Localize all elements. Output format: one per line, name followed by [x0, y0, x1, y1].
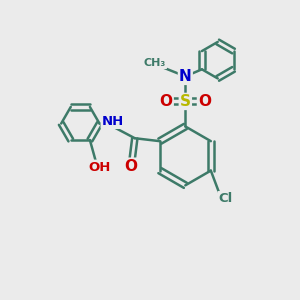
Text: O: O: [198, 94, 211, 109]
Text: O: O: [160, 94, 173, 109]
Text: OH: OH: [88, 161, 110, 174]
Text: S: S: [180, 94, 191, 109]
Text: O: O: [124, 159, 137, 174]
Text: N: N: [179, 69, 192, 84]
Text: CH₃: CH₃: [144, 58, 166, 68]
Text: NH: NH: [102, 115, 124, 128]
Text: Cl: Cl: [218, 192, 233, 205]
